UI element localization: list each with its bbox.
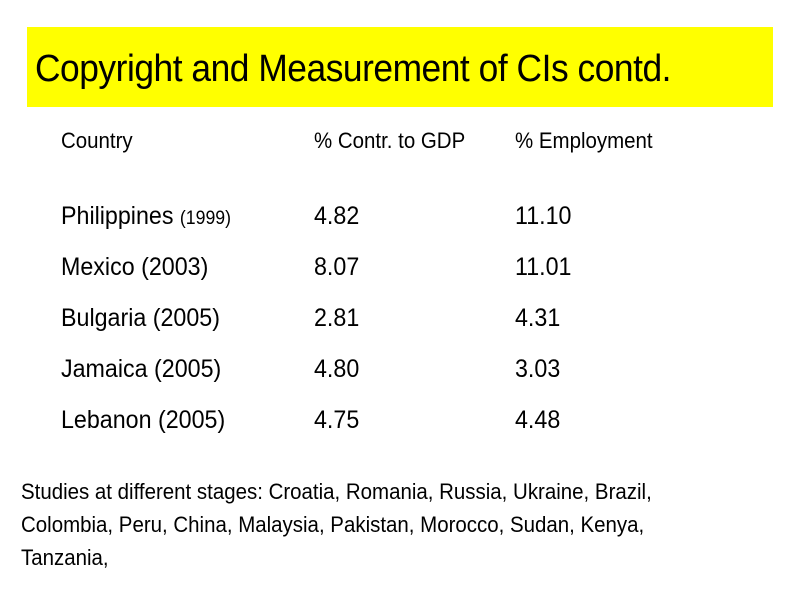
header-country: Country (61, 128, 133, 153)
employment-cell: 3.03 (515, 355, 561, 383)
title-banner: Copyright and Measurement of CIs contd. (27, 27, 773, 107)
table-row: Bulgaria (2005) 2.81 4.31 (0, 303, 800, 333)
gdp-cell: 4.82 (314, 202, 360, 230)
country-cell: Lebanon (2005) (61, 406, 226, 434)
table-row: Lebanon (2005) 4.75 4.48 (0, 405, 800, 435)
gdp-cell: 4.75 (314, 406, 360, 434)
gdp-cell: 4.80 (314, 355, 360, 383)
gdp-cell: 8.07 (314, 253, 360, 281)
table-row: Mexico (2003) 8.07 11.01 (0, 252, 800, 282)
country-year: (1999) (179, 208, 232, 229)
country-cell: Jamaica (2005) (61, 355, 222, 383)
header-gdp: % Contr. to GDP (314, 128, 466, 153)
employment-cell: 11.01 (515, 253, 572, 281)
country-name: Philippines (61, 202, 174, 230)
country-cell: Bulgaria (2005) (61, 304, 220, 332)
table-row: Jamaica (2005) 4.80 3.03 (0, 354, 800, 384)
table-header: Country % Contr. to GDP % Employment (0, 126, 800, 156)
header-employment: % Employment (515, 128, 653, 153)
studies-note: Studies at different stages: Croatia, Ro… (21, 479, 652, 570)
employment-cell: 4.48 (515, 406, 561, 434)
country-cell: Philippines (1999) (61, 201, 231, 234)
gdp-cell: 2.81 (314, 304, 360, 332)
employment-cell: 11.10 (515, 202, 572, 230)
country-cell: Mexico (2003) (61, 253, 209, 281)
table-row: Philippines (1999) 4.82 11.10 (0, 201, 800, 231)
slide-title: Copyright and Measurement of CIs contd. (35, 48, 671, 90)
employment-cell: 4.31 (515, 304, 561, 332)
